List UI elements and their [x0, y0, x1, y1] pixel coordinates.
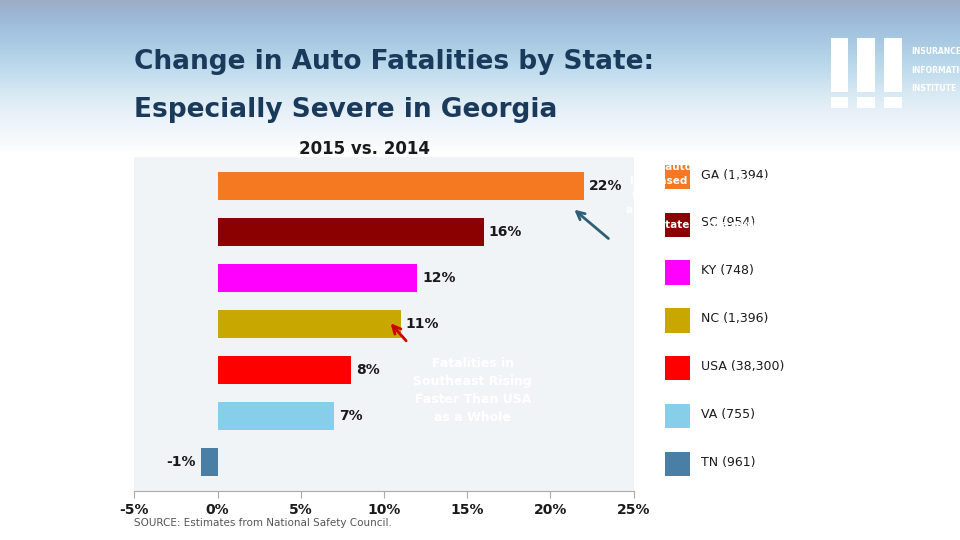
Bar [665, 356, 690, 381]
Text: TN (961): TN (961) [702, 456, 756, 469]
Text: Fatalities in
Southeast Rising
Faster Than USA
as a Whole: Fatalities in Southeast Rising Faster Th… [414, 356, 532, 424]
Bar [665, 451, 690, 476]
Bar [218, 264, 418, 292]
Text: GA’s auto fatality rate has
increased at a pace nearly 3
times that of the US ov: GA’s auto fatality rate has increased at… [626, 162, 802, 230]
Bar [884, 97, 901, 108]
Text: 22%: 22% [588, 179, 622, 193]
Bar [857, 97, 875, 108]
Text: 8%: 8% [356, 363, 379, 377]
Text: SC (954): SC (954) [702, 217, 756, 230]
Bar [884, 38, 901, 92]
Bar [218, 310, 400, 338]
Bar [665, 165, 690, 189]
Text: 12%: 12% [422, 271, 456, 285]
Text: 7%: 7% [339, 409, 363, 423]
Text: -1%: -1% [166, 455, 196, 469]
Text: SOURCE: Estimates from National Safety Council.: SOURCE: Estimates from National Safety C… [134, 518, 393, 529]
Text: USA (38,300): USA (38,300) [702, 360, 784, 373]
Text: GA (1,394): GA (1,394) [702, 168, 769, 181]
Bar [665, 404, 690, 428]
Text: NC (1,396): NC (1,396) [702, 312, 769, 325]
Bar [857, 38, 875, 92]
Bar [218, 218, 484, 246]
Bar [665, 308, 690, 333]
Text: INSTITUTE: INSTITUTE [911, 84, 956, 93]
Bar [665, 260, 690, 285]
Text: VA (755): VA (755) [702, 408, 756, 421]
Text: KY (748): KY (748) [702, 264, 755, 277]
Bar [218, 172, 584, 200]
Text: 11%: 11% [406, 317, 439, 331]
Text: INFORMATION: INFORMATION [911, 66, 960, 75]
Bar [218, 356, 350, 384]
Bar [665, 213, 690, 237]
Bar [830, 97, 848, 108]
Bar [201, 448, 218, 476]
Text: Change in Auto Fatalities by State:: Change in Auto Fatalities by State: [134, 49, 655, 75]
Bar [218, 402, 334, 430]
Text: Especially Severe in Georgia: Especially Severe in Georgia [134, 97, 558, 123]
Text: INSURANCE: INSURANCE [911, 48, 960, 56]
Text: 2015 vs. 2014: 2015 vs. 2014 [300, 140, 430, 158]
Bar [830, 38, 848, 92]
Text: 16%: 16% [489, 225, 522, 239]
